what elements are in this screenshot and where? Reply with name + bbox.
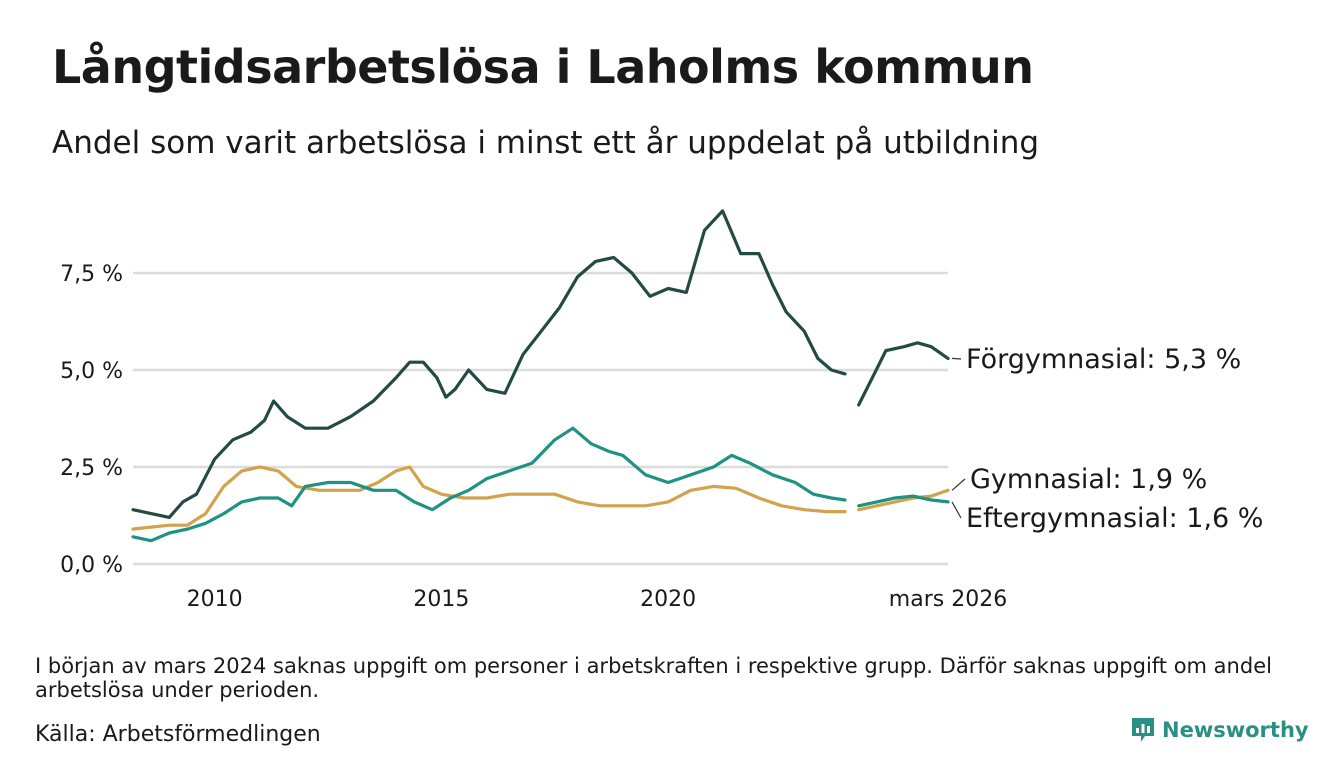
grid-lines: [133, 271, 948, 566]
series-line-förgymnasial: [131, 209, 950, 519]
line-chart: 0,0 % 2,5 % 5,0 % 7,5 % 2010 2015 2020 mars 202…: [60, 209, 1263, 612]
x-tick-label: 2020: [640, 587, 696, 612]
y-tick-label: 7,5 %: [60, 262, 123, 287]
series-line-eftergymnasial: [131, 426, 950, 543]
y-tick-label: 5,0 %: [60, 359, 123, 384]
label-leader-line: [951, 501, 962, 519]
brand-name: Newsworthy: [1162, 718, 1309, 742]
y-tick-label: 2,5 %: [60, 456, 123, 481]
x-tick-label: 2015: [413, 587, 469, 612]
chart-subtitle: Andel som varit arbetslösa i minst ett å…: [52, 125, 1040, 161]
brand-logo[interactable]: Newsworthy: [1130, 716, 1309, 744]
series-labels: Förgymnasial: 5,3 % Gymnasial: 1,9 % Efter…: [951, 344, 1263, 534]
source-text: Källa: Arbetsförmedlingen: [35, 722, 321, 747]
newsworthy-icon: [1132, 718, 1154, 742]
footnote: I början av mars 2024 saknas uppgift om …: [35, 654, 1272, 702]
series-end-label: Gymnasial: 1,9 %: [970, 464, 1207, 495]
x-tick-label: 2010: [187, 587, 243, 612]
y-tick-label: 0,0 %: [60, 553, 123, 578]
series-end-label: Eftergymnasial: 1,6 %: [966, 503, 1263, 534]
series-end-label: Förgymnasial: 5,3 %: [966, 344, 1241, 375]
label-leader-line: [951, 478, 966, 491]
series-lines: [131, 209, 950, 543]
label-leader-line: [951, 357, 962, 360]
chart-title: Långtidsarbetslösa i Laholms kommun: [52, 40, 1034, 94]
axes: 0,0 % 2,5 % 5,0 % 7,5 % 2010 2015 2020 mars 202…: [60, 262, 1007, 612]
x-tick-label: mars 2026: [889, 587, 1007, 612]
